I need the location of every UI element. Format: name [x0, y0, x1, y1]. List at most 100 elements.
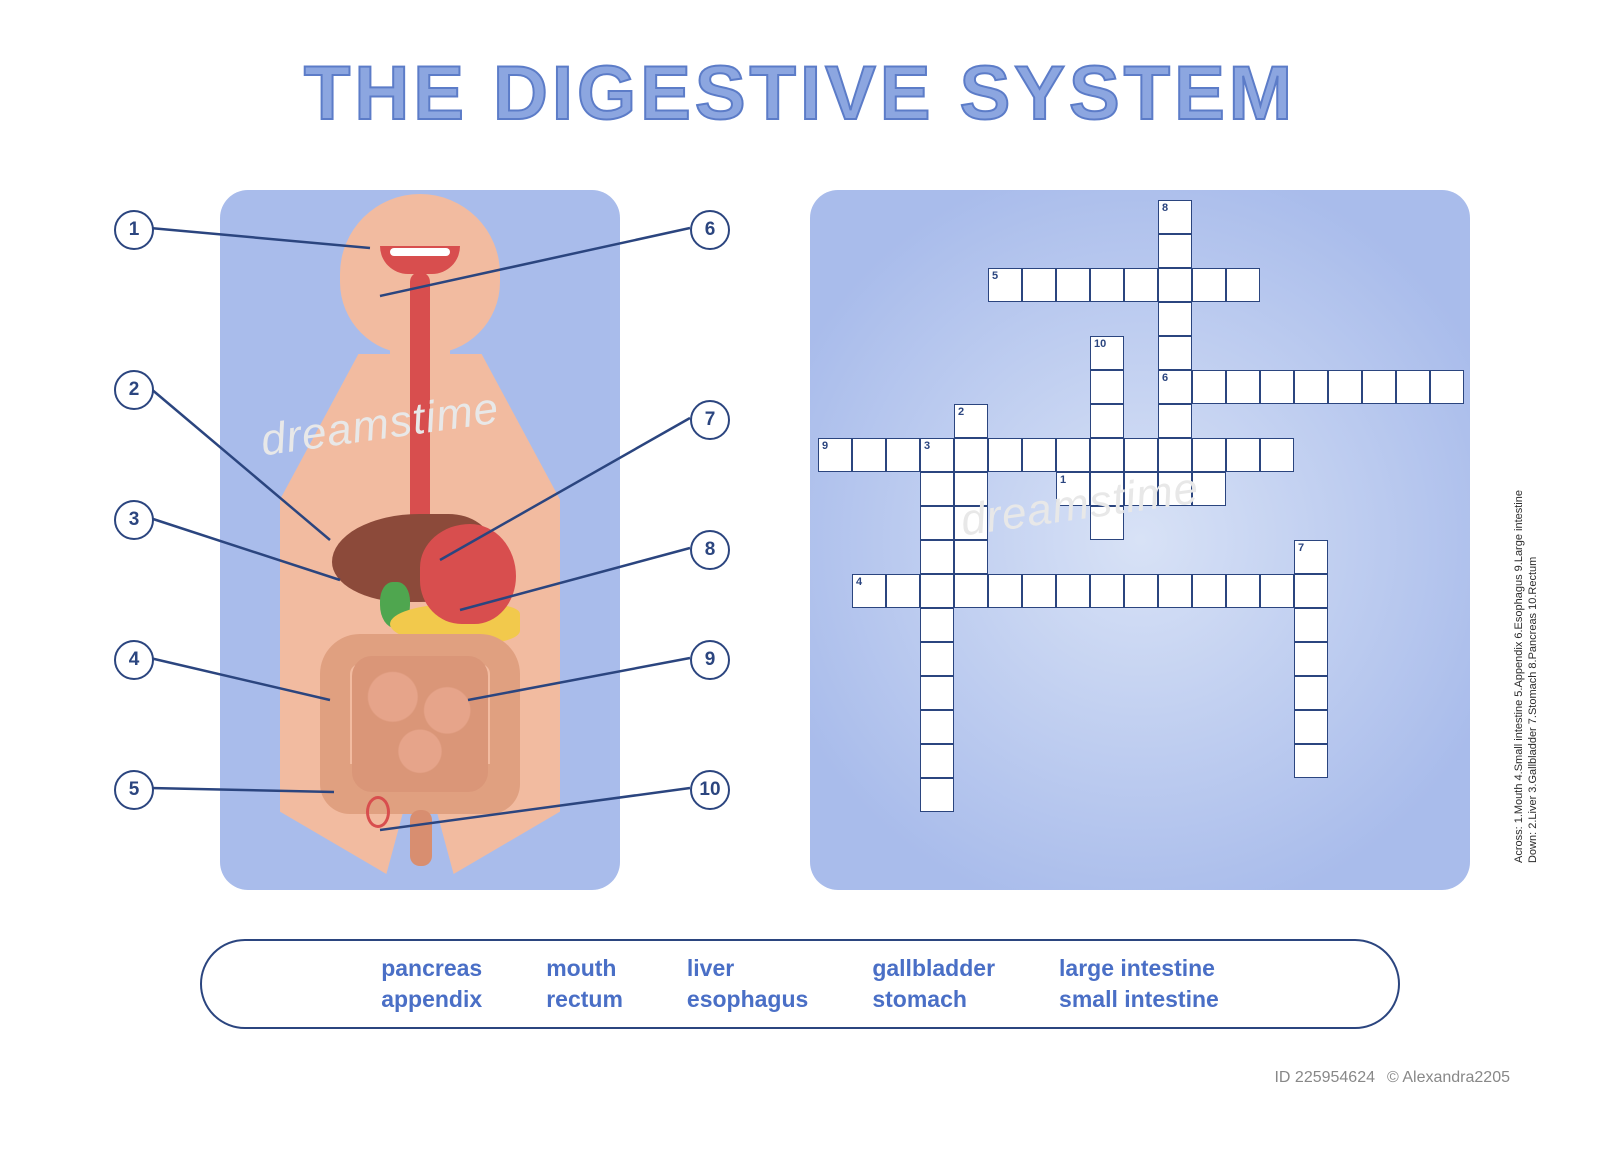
- crossword-cell[interactable]: [920, 778, 954, 812]
- pointer-label: 7: [690, 400, 730, 440]
- clue-number: 10: [1094, 338, 1106, 350]
- pointer-label: 6: [690, 210, 730, 250]
- crossword-cell[interactable]: [886, 574, 920, 608]
- crossword-cell[interactable]: 10: [1090, 336, 1124, 370]
- clue-number: 4: [856, 576, 862, 588]
- crossword-cell[interactable]: [1158, 336, 1192, 370]
- pointer-label: 8: [690, 530, 730, 570]
- crossword-cell[interactable]: [1226, 438, 1260, 472]
- crossword-cell[interactable]: [1056, 574, 1090, 608]
- crossword-cell[interactable]: [1124, 472, 1158, 506]
- pointer-label: 10: [690, 770, 730, 810]
- crossword-cell[interactable]: [1328, 370, 1362, 404]
- crossword-cell[interactable]: [1090, 472, 1124, 506]
- crossword-cell[interactable]: [1294, 710, 1328, 744]
- crossword-cell[interactable]: [920, 472, 954, 506]
- clue-number: 2: [958, 406, 964, 418]
- crossword-cell[interactable]: [1158, 438, 1192, 472]
- crossword-cell[interactable]: [1226, 268, 1260, 302]
- crossword-cell[interactable]: [1226, 574, 1260, 608]
- crossword-cell[interactable]: [1158, 472, 1192, 506]
- crossword-cell[interactable]: [1124, 438, 1158, 472]
- pointer-label: 3: [114, 500, 154, 540]
- crossword-cell[interactable]: [1192, 370, 1226, 404]
- crossword-cell[interactable]: [1430, 370, 1464, 404]
- crossword-cell[interactable]: [1294, 642, 1328, 676]
- crossword-cell[interactable]: [920, 540, 954, 574]
- crossword-cell[interactable]: [954, 574, 988, 608]
- crossword-cell[interactable]: [988, 438, 1022, 472]
- crossword-cell[interactable]: 9: [818, 438, 852, 472]
- crossword-cell[interactable]: [1260, 438, 1294, 472]
- crossword-cell[interactable]: 1: [1056, 472, 1090, 506]
- crossword-cell[interactable]: [1056, 268, 1090, 302]
- crossword-cell[interactable]: [1158, 268, 1192, 302]
- crossword-cell[interactable]: [920, 676, 954, 710]
- crossword-cell[interactable]: [1090, 574, 1124, 608]
- crossword-cell[interactable]: [1192, 472, 1226, 506]
- crossword-cell[interactable]: [1260, 574, 1294, 608]
- crossword-cell[interactable]: [1192, 438, 1226, 472]
- crossword-cell[interactable]: [852, 438, 886, 472]
- clue-number: 7: [1298, 542, 1304, 554]
- crossword-cell[interactable]: 6: [1158, 370, 1192, 404]
- crossword-cell[interactable]: [1294, 676, 1328, 710]
- wordbank-word: gallbladder: [872, 955, 995, 982]
- crossword-cell[interactable]: [1294, 608, 1328, 642]
- crossword-cell[interactable]: [954, 506, 988, 540]
- crossword-cell[interactable]: [1158, 404, 1192, 438]
- crossword-cell[interactable]: [1124, 574, 1158, 608]
- crossword-cell[interactable]: [1294, 574, 1328, 608]
- crossword-cell[interactable]: [1192, 268, 1226, 302]
- crossword-cell[interactable]: [1158, 234, 1192, 268]
- crossword-cell[interactable]: [920, 744, 954, 778]
- crossword-cell[interactable]: [1124, 268, 1158, 302]
- wordbank-word: liver: [687, 955, 808, 982]
- crossword-cell[interactable]: [1396, 370, 1430, 404]
- crossword-cell[interactable]: [886, 438, 920, 472]
- crossword-cell[interactable]: [1362, 370, 1396, 404]
- wordbank-word: small intestine: [1059, 986, 1219, 1013]
- crossword-cell[interactable]: 2: [954, 404, 988, 438]
- crossword-cell[interactable]: [1090, 438, 1124, 472]
- crossword-cell[interactable]: [1226, 370, 1260, 404]
- crossword-cell[interactable]: [1022, 268, 1056, 302]
- crossword-cell[interactable]: [1260, 370, 1294, 404]
- wordbank-word: appendix: [381, 986, 482, 1013]
- crossword-cell[interactable]: [1090, 268, 1124, 302]
- crossword-cell[interactable]: [1056, 438, 1090, 472]
- clue-number: 5: [992, 270, 998, 282]
- clue-number: 6: [1162, 372, 1168, 384]
- crossword-cell[interactable]: 7: [1294, 540, 1328, 574]
- crossword-cell[interactable]: [954, 472, 988, 506]
- pointer-label: 2: [114, 370, 154, 410]
- clue-number: 3: [924, 440, 930, 452]
- crossword-cell[interactable]: [920, 506, 954, 540]
- page-title: THE DIGESTIVE SYSTEM: [0, 50, 1600, 137]
- wordbank-word: mouth: [546, 955, 623, 982]
- crossword-cell[interactable]: 4: [852, 574, 886, 608]
- crossword-cell[interactable]: [920, 608, 954, 642]
- crossword-cell[interactable]: [1158, 302, 1192, 336]
- crossword-cell[interactable]: [920, 710, 954, 744]
- crossword-cell[interactable]: [1022, 438, 1056, 472]
- crossword-cell[interactable]: [1090, 370, 1124, 404]
- answer-key: Across: 1.Mouth 4.Small intestine 5.Appe…: [1512, 490, 1541, 863]
- crossword-cell[interactable]: [1158, 574, 1192, 608]
- crossword-cell[interactable]: 5: [988, 268, 1022, 302]
- crossword-cell[interactable]: [988, 574, 1022, 608]
- pointer-label: 1: [114, 210, 154, 250]
- crossword-cell[interactable]: [1294, 370, 1328, 404]
- crossword-cell[interactable]: 3: [920, 438, 954, 472]
- wordbank-word: rectum: [546, 986, 623, 1013]
- crossword-cell[interactable]: [1090, 506, 1124, 540]
- crossword-cell[interactable]: [1090, 404, 1124, 438]
- crossword-cell[interactable]: [920, 642, 954, 676]
- crossword-cell[interactable]: [920, 574, 954, 608]
- crossword-cell[interactable]: [1294, 744, 1328, 778]
- crossword-cell[interactable]: 8: [1158, 200, 1192, 234]
- crossword-cell[interactable]: [1192, 574, 1226, 608]
- crossword-cell[interactable]: [1022, 574, 1056, 608]
- crossword-cell[interactable]: [954, 438, 988, 472]
- crossword-cell[interactable]: [954, 540, 988, 574]
